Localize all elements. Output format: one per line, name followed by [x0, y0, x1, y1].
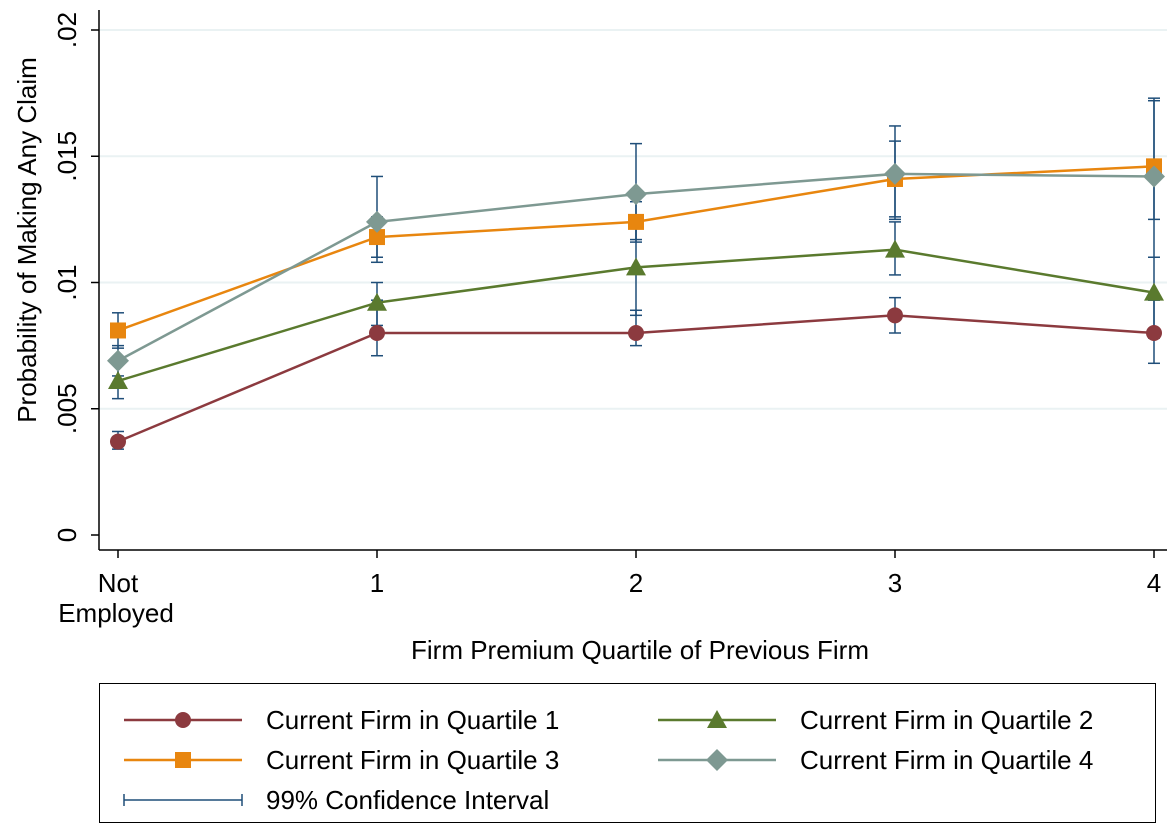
- point-q1-2: [628, 325, 644, 341]
- point-q3-1: [369, 229, 385, 246]
- y-tick-label-0: 0: [52, 528, 82, 542]
- y-tick-label-3: .015: [52, 131, 82, 182]
- point-q2-4: [1144, 282, 1164, 301]
- point-q2-1: [367, 292, 387, 311]
- legend-marker: [175, 712, 191, 728]
- point-q1-4: [1146, 325, 1162, 341]
- legend-label-q1: Current Firm in Quartile 1: [266, 704, 560, 735]
- x-tick-label-line: 2: [629, 568, 643, 598]
- legend-item-q1: Current Firm in Quartile 1: [122, 702, 559, 738]
- x-tick-label-2: 2: [629, 568, 643, 598]
- legend-swatch-q1: [124, 712, 242, 728]
- point-q2-0: [108, 370, 128, 389]
- point-q1-3: [887, 307, 903, 324]
- point-q4-0: [107, 349, 129, 372]
- x-tick-label-line: 4: [1147, 568, 1161, 598]
- legend-swatch-q4: [658, 749, 776, 771]
- point-q3-2: [628, 213, 644, 230]
- legend-swatch-q3: [124, 752, 242, 768]
- legend-item-ci: 99% Confidence Interval: [122, 782, 549, 818]
- y-tick-label-4: .02: [52, 12, 82, 48]
- x-tick-label-0: Not Employed: [58, 568, 174, 628]
- legend: Current Firm in Quartile 1 Current Firm …: [99, 683, 1156, 823]
- x-tick-label-line: 1: [370, 568, 384, 598]
- legend-swatch-ci: [123, 794, 243, 806]
- legend-marker: [175, 752, 191, 768]
- legend-marker: [707, 710, 727, 728]
- point-q4-1: [366, 210, 388, 233]
- legend-marker: [706, 749, 728, 771]
- point-q3-0: [110, 322, 126, 339]
- x-axis-title: Firm Premium Quartile of Previous Firm: [411, 635, 869, 665]
- legend-item-q3: Current Firm in Quartile 3: [122, 742, 559, 778]
- point-q2-3: [885, 239, 905, 258]
- x-tick-label-line: Employed: [58, 598, 174, 628]
- legend-item-q4: Current Firm in Quartile 4: [656, 742, 1093, 778]
- y-tick-label-2: .01: [52, 264, 82, 300]
- legend-label-q3: Current Firm in Quartile 3: [266, 744, 560, 775]
- point-q2-2: [626, 257, 646, 276]
- x-tick-label-1: 1: [370, 568, 384, 598]
- y-tick-label-1: .005: [52, 383, 82, 434]
- point-q1-0: [110, 433, 126, 450]
- point-q4-2: [625, 183, 647, 206]
- x-tick-label-3: 3: [888, 568, 902, 598]
- markers-q4: [107, 162, 1165, 372]
- markers-q1: [110, 307, 1162, 450]
- legend-item-q2: Current Firm in Quartile 2: [656, 702, 1093, 738]
- legend-label-ci: 99% Confidence Interval: [266, 784, 550, 815]
- y-axis-title: Probability of Making Any Claim: [12, 57, 42, 423]
- ci-group-q2: [112, 218, 1160, 400]
- point-q4-3: [884, 162, 906, 185]
- x-tick-label-4: 4: [1147, 568, 1161, 598]
- ci-group-q1: [112, 296, 1160, 450]
- x-tick-label-line: Not: [98, 568, 139, 598]
- markers-q2: [108, 239, 1164, 389]
- legend-swatch-q2: [658, 710, 776, 728]
- legend-label-q2: Current Firm in Quartile 2: [800, 704, 1094, 735]
- x-tick-label-line: 3: [888, 568, 902, 598]
- point-q1-1: [369, 325, 385, 341]
- point-q4-4: [1143, 165, 1165, 188]
- legend-label-q4: Current Firm in Quartile 4: [800, 744, 1094, 775]
